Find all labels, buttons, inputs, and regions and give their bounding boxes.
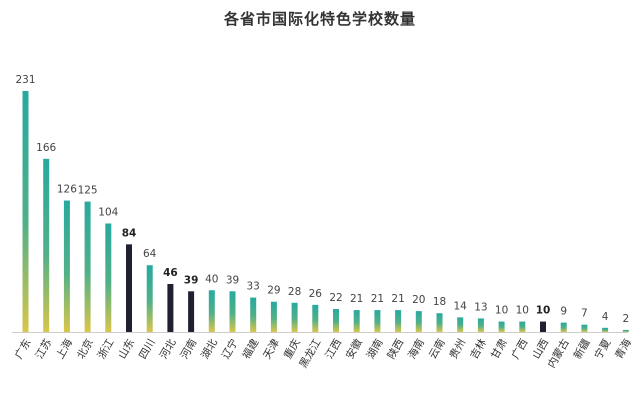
category-label-辽宁: 辽宁 — [219, 337, 241, 362]
bar-江苏 — [43, 158, 50, 332]
bar-甘肃 — [498, 321, 505, 332]
value-label-吉林: 13 — [474, 301, 487, 313]
category-label-黑龙江: 黑龙江 — [296, 336, 323, 370]
bar-河南 — [188, 291, 195, 332]
value-label-新疆: 7 — [581, 308, 588, 320]
value-label-贵州: 14 — [454, 300, 468, 312]
category-label-广西: 广西 — [510, 337, 531, 361]
value-label-山西: 10 — [536, 305, 551, 317]
category-label-浙江: 浙江 — [96, 337, 117, 362]
bar-广西 — [519, 321, 526, 332]
bar-安徽 — [353, 310, 360, 332]
bar-福建 — [250, 297, 257, 332]
category-label-陕西: 陕西 — [385, 337, 407, 362]
value-label-重庆: 28 — [288, 286, 301, 298]
category-label-北京: 北京 — [74, 337, 96, 362]
category-label-山西: 山西 — [530, 337, 551, 361]
value-label-辽宁: 39 — [226, 274, 239, 286]
bar-天津 — [270, 301, 277, 332]
bar-湖北 — [208, 290, 215, 332]
bar-新疆 — [581, 324, 588, 332]
category-label-青海: 青海 — [612, 336, 634, 361]
bar-辽宁 — [229, 291, 236, 332]
bar-湖南 — [374, 310, 381, 332]
bar-吉林 — [477, 318, 484, 332]
category-label-河南: 河南 — [178, 337, 200, 362]
bar-北京 — [84, 201, 91, 332]
value-label-北京: 125 — [78, 185, 98, 197]
value-label-河北: 46 — [163, 267, 178, 279]
value-label-山东: 84 — [122, 227, 137, 239]
value-label-黑龙江: 26 — [309, 288, 323, 300]
bar-宁夏 — [602, 327, 609, 332]
category-label-内蒙古: 内蒙古 — [545, 337, 572, 371]
category-labels-group: 广东 江苏 上海 北京 浙江 山东 四川 河北 河南 湖北 辽宁 福建 天津 重庆黑龙江 江西 安徽 湖南 陕西海… — [12, 336, 634, 370]
category-label-湖北: 湖北 — [199, 337, 220, 362]
bar-云南 — [436, 313, 443, 332]
value-label-安徽: 21 — [350, 293, 363, 305]
bar-重庆 — [291, 302, 298, 332]
value-label-天津: 29 — [267, 285, 280, 297]
bar-陕西 — [395, 310, 402, 332]
bar-海南 — [415, 311, 422, 332]
category-label-上海: 上海 — [53, 336, 75, 361]
category-label-山东: 山东 — [115, 337, 137, 362]
value-label-宁夏: 4 — [602, 311, 609, 323]
category-label-新疆: 新疆 — [571, 336, 593, 361]
category-label-海南: 海南 — [405, 337, 427, 362]
category-label-天津: 天津 — [261, 337, 282, 362]
value-label-内蒙古: 9 — [560, 306, 567, 318]
bars-group — [22, 91, 629, 332]
value-label-四川: 64 — [143, 248, 157, 260]
bar-贵州 — [457, 317, 464, 332]
bar-山东 — [126, 244, 132, 332]
category-label-云南: 云南 — [426, 337, 448, 362]
category-label-贵州: 贵州 — [447, 337, 469, 362]
bar-四川 — [146, 265, 153, 332]
value-label-甘肃: 10 — [495, 305, 508, 317]
value-label-广西: 10 — [516, 305, 529, 317]
value-label-陕西: 21 — [391, 293, 404, 305]
value-label-广东: 231 — [15, 74, 35, 86]
bar-浙江 — [105, 223, 112, 332]
category-label-重庆: 重庆 — [281, 336, 303, 361]
bar-江西 — [333, 309, 339, 332]
value-label-湖北: 40 — [205, 273, 218, 285]
category-label-河北: 河北 — [158, 337, 179, 362]
category-label-江苏: 江苏 — [33, 337, 55, 362]
bar-广东 — [22, 91, 29, 332]
value-label-江西: 22 — [329, 292, 342, 304]
bar-内蒙古 — [560, 322, 567, 332]
value-label-江苏: 166 — [36, 142, 56, 154]
chart-title: 各省市国际化特色学校数量 — [223, 10, 416, 28]
value-label-云南: 18 — [433, 296, 446, 308]
category-label-安徽: 安徽 — [343, 336, 365, 361]
category-label-四川: 四川 — [137, 337, 158, 361]
value-label-福建: 33 — [247, 281, 260, 293]
value-label-青海: 2 — [622, 313, 629, 325]
bar-青海 — [622, 329, 629, 332]
value-label-浙江: 104 — [98, 207, 118, 219]
bar-上海 — [63, 200, 70, 332]
category-label-湖南: 湖南 — [364, 337, 386, 362]
category-label-宁夏: 宁夏 — [592, 336, 614, 361]
bar-山西 — [540, 321, 546, 332]
value-label-上海: 126 — [57, 184, 77, 196]
category-label-福建: 福建 — [240, 336, 262, 361]
value-label-海南: 20 — [412, 294, 425, 306]
bar-河北 — [167, 284, 174, 332]
value-label-河南: 39 — [184, 274, 199, 286]
category-label-吉林: 吉林 — [467, 336, 489, 361]
category-label-江西: 江西 — [323, 337, 344, 361]
category-label-甘肃: 甘肃 — [488, 336, 510, 361]
category-label-广东: 广东 — [12, 337, 34, 362]
bar-黑龙江 — [312, 304, 319, 332]
value-label-湖南: 21 — [371, 293, 384, 305]
